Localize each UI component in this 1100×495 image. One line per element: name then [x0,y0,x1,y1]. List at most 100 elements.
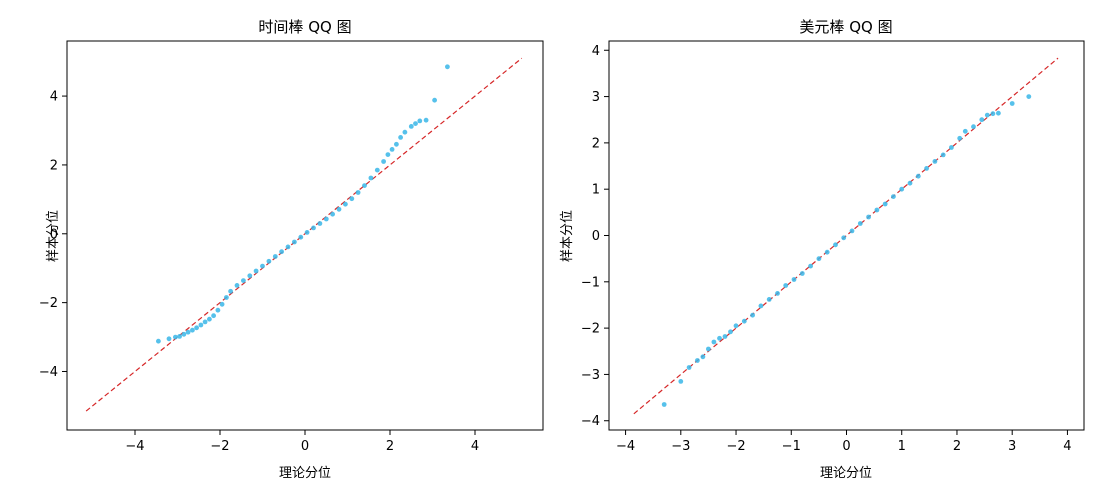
data-point [156,338,161,344]
x-tick-label: 4 [1063,439,1071,454]
data-point [394,141,399,147]
x-axis-ticks: −4 −2 0 2 4 [125,430,479,454]
data-point [733,323,739,329]
data-point [219,301,225,307]
data-point [349,196,355,202]
x-axis-ticks: −4 −3 −2 −1 0 1 2 3 4 [616,430,1072,454]
data-point [996,110,1001,116]
x-tick-label: 0 [842,439,850,454]
data-point [343,201,348,207]
data-point [355,190,361,195]
data-point [417,118,423,124]
data-points [156,64,450,344]
data-point [962,128,968,134]
data-point [758,303,764,309]
data-point [750,312,755,318]
data-point [891,194,896,200]
x-tick-label: −2 [726,439,745,454]
data-point [824,249,830,255]
data-point [661,402,667,407]
data-point [402,129,408,135]
y-tick-label: −4 [39,365,58,380]
x-tick-label: −1 [782,439,801,454]
data-point [266,258,272,264]
data-point [241,278,246,283]
qq-plot-time-bars: 时间棒 QQ 图 −4 −2 0 2 4 −4 −2 0 2 4 理论分位 样本分位 [39,18,544,481]
data-point [185,329,191,335]
x-tick-label: −4 [125,439,144,454]
x-tick-label: −2 [210,439,229,454]
y-tick-label: 2 [592,136,600,151]
data-point [279,249,284,255]
qq-plot-dollar-bars: 美元棒 QQ 图 −4 −3 −2 −1 0 1 2 3 4 −4 −3 −2 −1 0 1 2 3 4 理论分… [560,18,1085,481]
x-axis-label: 理论分位 [279,466,331,481]
y-tick-label: 2 [50,158,58,173]
data-point [775,291,780,296]
data-point [211,313,217,319]
data-point [190,327,195,333]
data-point [711,339,717,345]
y-axis-ticks: −4 −3 −2 −1 0 1 2 3 4 [581,44,609,429]
data-point [799,271,805,276]
data-point [398,135,403,140]
y-tick-label: 4 [592,44,600,59]
data-point [408,124,414,129]
x-axis-label: 理论分位 [820,466,872,481]
data-point [247,273,253,279]
data-point [272,254,278,259]
data-point [849,228,855,234]
x-tick-label: 2 [953,439,961,454]
data-point [215,307,221,313]
x-tick-label: 3 [1008,439,1016,454]
data-point [728,329,733,335]
y-tick-label: 0 [50,227,58,242]
data-point [423,117,429,123]
data-point [722,334,728,339]
y-axis-label: 样本分位 [46,210,61,262]
data-point [260,263,265,269]
data-point [841,235,847,241]
data-point [808,263,813,269]
x-tick-label: 2 [386,439,394,454]
data-point [791,277,797,282]
y-tick-label: −3 [581,368,600,383]
data-point [177,334,183,339]
data-point [374,167,380,173]
data-point [1026,94,1032,99]
chart-title: 美元棒 QQ 图 [799,18,892,36]
data-point [741,318,747,324]
data-point [292,239,297,245]
x-tick-label: 4 [471,439,479,454]
data-point [678,379,684,384]
data-point [224,295,229,300]
data-point [317,221,323,226]
data-point [957,135,963,141]
data-point [166,336,172,342]
data-point [984,112,990,118]
data-point [915,173,921,179]
x-tick-label: −3 [671,439,690,454]
data-point [882,201,888,207]
reference-line [633,57,1059,415]
data-point [445,64,450,70]
data-point [432,97,437,103]
data-point [413,121,418,126]
x-tick-label: 1 [898,439,906,454]
y-tick-label: 1 [592,183,600,198]
data-point [181,331,187,337]
data-point [979,117,985,123]
data-point [362,183,367,189]
data-point [783,283,789,288]
y-tick-label: −2 [39,296,58,311]
data-point [949,145,954,150]
y-tick-label: −2 [581,322,600,337]
y-tick-label: 3 [592,90,600,105]
data-point [381,159,386,164]
data-point [207,316,212,322]
data-point [700,354,706,360]
data-point [874,207,880,213]
plot-frame [608,40,1085,431]
data-point [198,322,204,328]
data-point [1009,101,1015,106]
y-tick-label: −4 [581,414,600,429]
